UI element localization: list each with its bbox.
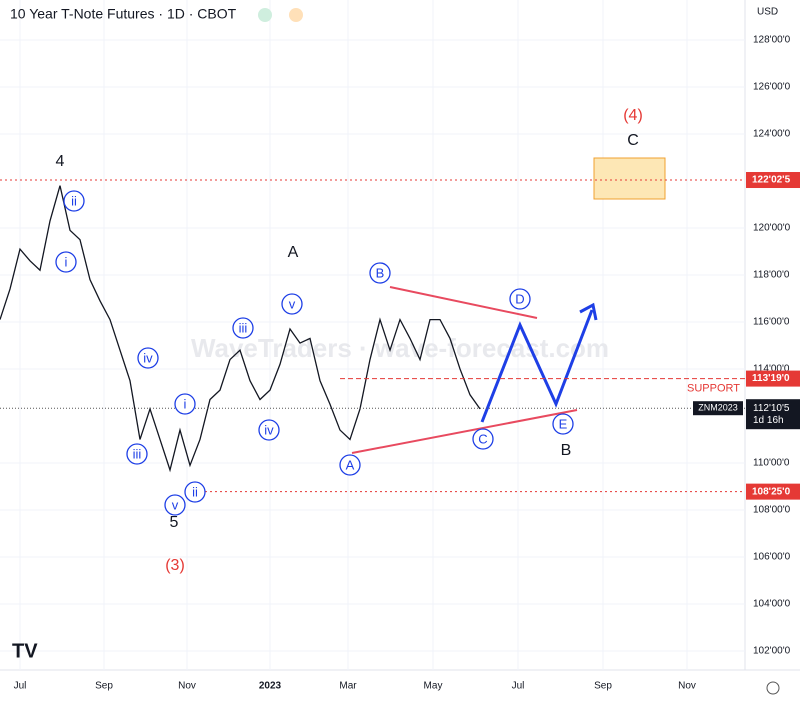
wave-label: D: [515, 291, 524, 306]
currency: USD: [757, 7, 778, 18]
trendline: [351, 409, 578, 454]
wave-label: (3): [165, 557, 185, 574]
level-tag-label: 108'25'0: [752, 486, 791, 497]
y-tick-label: 124'00'0: [753, 129, 791, 140]
wave-label: B: [376, 265, 385, 280]
price-line: [0, 185, 481, 473]
wave-label-circle: [552, 413, 574, 435]
x-tick-label: Jul: [512, 681, 525, 692]
wave-label: 4: [56, 153, 65, 170]
wave-label-circle: [281, 293, 303, 315]
wave-label: C: [478, 431, 487, 446]
x-tick-label: 2023: [259, 681, 282, 692]
wave-label-circle: [509, 288, 531, 310]
chart-title: 10 Year T-Note Futures · 1D · CBOT: [10, 6, 237, 22]
wave-label-circle: [369, 262, 391, 284]
wave-label-circle: [55, 251, 77, 273]
watermark: WaveTraders · wave-forecast.com: [191, 333, 609, 363]
wave-label: iv: [264, 422, 274, 437]
wave-label-circle: [472, 428, 494, 450]
wave-label: E: [559, 416, 568, 431]
projection-arrowhead: [579, 302, 598, 321]
countdown-label: 1d 16h: [753, 415, 784, 426]
wave-label-circle: [164, 494, 186, 516]
y-tick-label: 108'00'0: [753, 505, 791, 516]
y-tick-label: 104'00'0: [753, 599, 791, 610]
y-tick-label: 120'00'0: [753, 223, 791, 234]
y-tick-label: 102'00'0: [753, 646, 791, 657]
x-tick-label: May: [424, 681, 443, 692]
y-tick-label: 116'00'0: [753, 317, 790, 328]
y-tick-label: 126'00'0: [753, 82, 791, 93]
wave-label: v: [289, 296, 296, 311]
wave-label-circle: [232, 317, 254, 339]
level-tag: [746, 370, 800, 387]
wave-label: ii: [71, 193, 77, 208]
y-tick-label: 106'00'0: [753, 552, 791, 563]
level-tag-label: 122'02'5: [752, 175, 791, 186]
x-tick-label: Sep: [95, 681, 113, 692]
wave-label: ii: [192, 484, 198, 499]
wave-label: iv: [143, 350, 153, 365]
wave-label: A: [346, 457, 355, 472]
wave-label: i: [184, 396, 187, 411]
y-tick-label: 114'00'0: [753, 364, 790, 375]
wave-label-circle: [258, 419, 280, 441]
level-note: SUPPORT: [687, 382, 740, 394]
logo: TV: [12, 640, 38, 662]
level-tag: [746, 172, 800, 189]
x-tick-label: Nov: [678, 681, 696, 692]
y-tick-label: 118'00'0: [753, 270, 790, 281]
x-tick-label: Nov: [178, 681, 196, 692]
grid: [0, 0, 745, 670]
target-box: [593, 157, 666, 200]
symbol-tag: [693, 401, 743, 416]
wave-label: iii: [133, 446, 142, 461]
wave-label: C: [627, 132, 639, 149]
wave-label: B: [561, 442, 572, 459]
wave-label: iii: [239, 320, 248, 335]
projection-path: [480, 309, 594, 423]
wave-label: v: [172, 497, 179, 512]
level-tag-label: 113'19'0: [752, 373, 790, 384]
wave-label-circle: [174, 393, 196, 415]
last-price-label: 112'10'5: [753, 403, 790, 414]
x-tick-label: Sep: [594, 681, 612, 692]
wave-label-circle: [339, 454, 361, 476]
wave-label: 5: [170, 514, 179, 531]
settings-icon[interactable]: [766, 681, 780, 695]
status-dot: [289, 8, 303, 22]
wave-label-circle: [63, 190, 85, 212]
wave-label-circle: [126, 443, 148, 465]
status-dot: [258, 8, 272, 22]
wave-label: A: [288, 244, 299, 261]
level-tag: [746, 483, 800, 500]
y-tick-label: 110'00'0: [753, 458, 790, 469]
wave-label: (4): [623, 107, 643, 124]
y-tick-label: 128'00'0: [753, 35, 791, 46]
plot: [0, 185, 481, 473]
last-price-tag: [746, 399, 800, 430]
wave-label: i: [65, 254, 68, 269]
x-tick-label: Mar: [339, 681, 357, 692]
x-tick-label: Jul: [14, 681, 27, 692]
trendline: [389, 286, 538, 319]
wave-label-circle: [137, 347, 159, 369]
wave-label-circle: [184, 481, 206, 503]
symbol-tag-label: ZNM2023: [698, 403, 738, 413]
